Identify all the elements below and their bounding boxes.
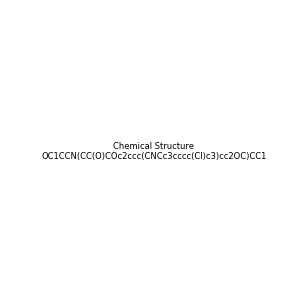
Text: Chemical Structure
OC1CCN(CC(O)COc2ccc(CNCc3cccc(Cl)c3)cc2OC)CC1: Chemical Structure OC1CCN(CC(O)COc2ccc(C…	[41, 142, 266, 161]
